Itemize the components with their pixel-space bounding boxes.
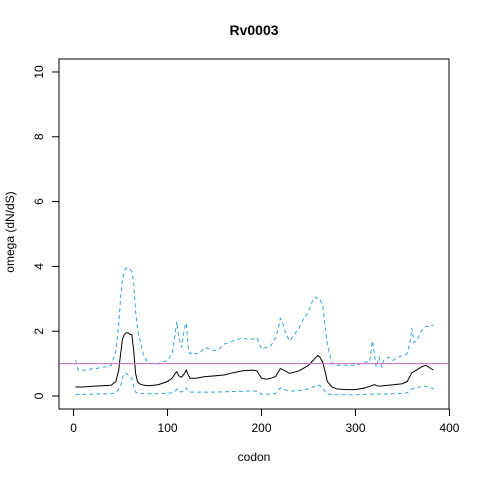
x-tick-label: 200 bbox=[252, 421, 272, 435]
x-axis: 0 100 200 300 400 bbox=[70, 408, 460, 435]
x-tick-label: 0 bbox=[70, 421, 77, 435]
y-tick-label: 0 bbox=[32, 392, 46, 399]
y-tick-label: 10 bbox=[32, 65, 46, 79]
plot-frame bbox=[58, 58, 450, 410]
y-tick-label: 4 bbox=[32, 263, 46, 270]
y-tick-label: 8 bbox=[32, 133, 46, 140]
x-tick-label: 300 bbox=[345, 421, 365, 435]
x-tick-label: 400 bbox=[439, 421, 459, 435]
series-lower-bound-line bbox=[75, 372, 434, 396]
chart-title: Rv0003 bbox=[229, 22, 278, 38]
y-tick-label: 2 bbox=[32, 328, 46, 335]
series-layer bbox=[74, 267, 434, 396]
series-upper-bound-line bbox=[74, 267, 434, 371]
series-estimate-line bbox=[75, 332, 434, 391]
y-tick-label: 6 bbox=[32, 198, 46, 205]
x-tick-label: 100 bbox=[158, 421, 178, 435]
y-axis-label: omega (dN/dS) bbox=[3, 191, 17, 272]
x-axis-label: codon bbox=[238, 450, 271, 464]
y-axis: 0 2 4 6 8 10 bbox=[32, 65, 60, 399]
